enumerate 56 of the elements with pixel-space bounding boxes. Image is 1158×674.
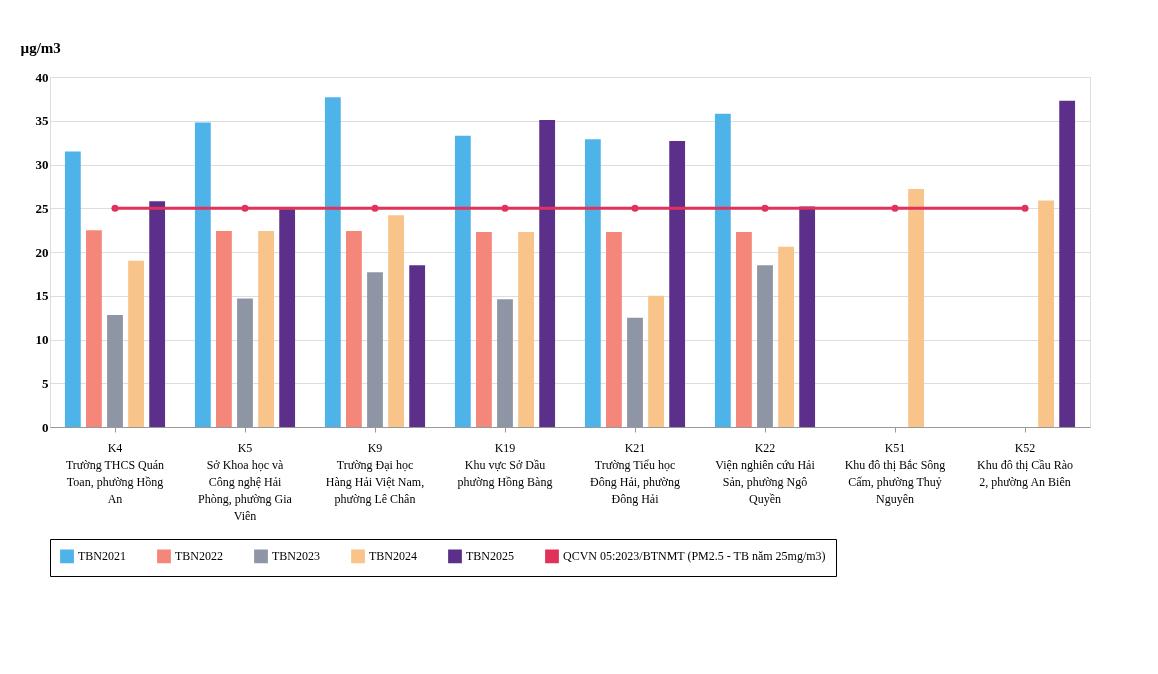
bar — [258, 231, 274, 427]
bar — [367, 272, 383, 427]
bar — [388, 215, 404, 427]
bar — [714, 113, 731, 427]
bar — [518, 231, 534, 427]
bar — [279, 209, 296, 427]
legend-label: QCVN 05:2023/BTNMT (PM2.5 - TB năm 25mg/m3) — [563, 549, 826, 564]
bar — [86, 230, 102, 427]
legend-label: TBN2021 — [78, 549, 126, 564]
x-tick-label: K52 Khu đô thị Cầu Rào 2, phường An Biên — [977, 440, 1073, 489]
y-tick-label: 5 — [42, 375, 49, 391]
bar — [324, 97, 341, 427]
x-tick-label: K4 Trường THCS Quán Toan, phường Hồng An — [65, 440, 165, 506]
bar — [346, 231, 362, 427]
y-tick-label: 15 — [35, 288, 49, 304]
x-tick-label: K5 Sở Khoa học và Công nghệ Hải Phòng, phường Gia Viên — [198, 440, 293, 523]
legend-label: TBN2024 — [369, 549, 417, 564]
bar — [128, 260, 144, 427]
bar — [1038, 200, 1054, 427]
legend-label: TBN2023 — [272, 549, 320, 564]
y-tick-label: 10 — [35, 332, 49, 347]
y-tick-label: 30 — [35, 157, 49, 172]
bar — [627, 317, 643, 427]
y-tick-label: 25 — [35, 200, 49, 216]
x-tick-label: K21 Trường Tiểu học Đông Hải, phường Đông Hải — [590, 440, 680, 506]
bar — [409, 265, 426, 427]
bar — [149, 201, 166, 427]
bar — [648, 295, 664, 427]
bar — [216, 231, 232, 427]
bar — [584, 139, 601, 427]
bar — [736, 231, 752, 427]
x-tick-label: K9 Trường Đại học Hàng Hải Việt Nam, phường Lê Chân — [325, 440, 425, 506]
bar — [237, 298, 253, 427]
y-tick-label: 20 — [35, 244, 49, 260]
bar — [107, 315, 123, 427]
y-tick-label: 0 — [42, 419, 49, 435]
bar — [1059, 100, 1076, 427]
legend-label: TBN2025 — [466, 549, 514, 564]
y-axis-title: µg/m3 — [20, 39, 61, 56]
bar — [757, 265, 773, 427]
bar — [539, 119, 556, 427]
legend-label: TBN2022 — [175, 549, 223, 564]
bar — [669, 140, 686, 427]
y-tick-label: 35 — [35, 113, 49, 129]
bar — [908, 189, 924, 427]
bar — [497, 299, 513, 427]
x-tick-label: K19 Khu vực Sở Dầu phường Hồng Bàng — [457, 440, 553, 489]
bar — [64, 151, 81, 427]
bar — [454, 135, 471, 427]
bar — [606, 231, 622, 427]
y-tick-label: 40 — [35, 69, 49, 85]
bar — [476, 231, 492, 427]
bar — [194, 122, 211, 427]
bar — [778, 246, 794, 427]
x-tick-label: K22 Viện nghiên cứu Hải Sản, phường Ngô Quyền — [715, 440, 816, 506]
x-tick-label: K51 Khu đô thị Bắc Sông Cấm, phường Thuỷ Nguyên — [844, 440, 946, 506]
